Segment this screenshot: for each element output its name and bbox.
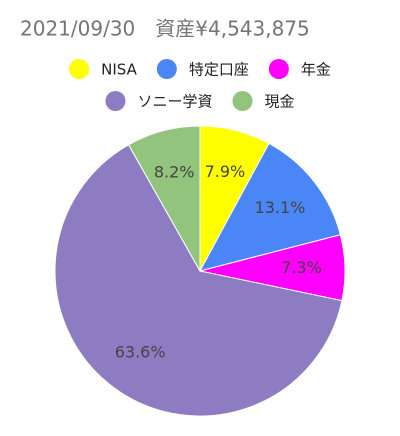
legend-item: 特定口座 bbox=[156, 59, 249, 79]
pie: 7.9% 13.1% 7.3% 63.6% 8.2% bbox=[54, 125, 346, 417]
legend-swatch bbox=[105, 91, 126, 111]
slice-label: 7.3% bbox=[281, 258, 322, 277]
slice bbox=[54, 144, 343, 417]
slice-label: 7.9% bbox=[205, 162, 246, 181]
legend-label: 現金 bbox=[265, 93, 295, 111]
chart-title: 2021/09/30 資産¥4,543,875 bbox=[20, 17, 310, 41]
legend-label: 特定口座 bbox=[189, 61, 249, 79]
legend-item: ソニー学資 bbox=[105, 91, 213, 111]
legend-swatch bbox=[156, 59, 177, 79]
legend-label: 年金 bbox=[301, 61, 331, 79]
legend-swatch bbox=[268, 59, 289, 79]
legend-item: 現金 bbox=[232, 91, 295, 111]
legend-swatch bbox=[232, 91, 253, 111]
legend-label: NISA bbox=[101, 61, 137, 79]
slice bbox=[127, 125, 201, 273]
legend-swatch bbox=[69, 59, 90, 79]
legend-item: NISA bbox=[69, 59, 138, 79]
slice bbox=[199, 142, 342, 272]
legend-item: 年金 bbox=[268, 59, 331, 79]
slice-label: 8.2% bbox=[154, 162, 195, 181]
slice-label: 63.6% bbox=[115, 342, 166, 361]
legend-label: ソニー学資 bbox=[137, 93, 212, 111]
slice-label: 13.1% bbox=[255, 198, 306, 217]
